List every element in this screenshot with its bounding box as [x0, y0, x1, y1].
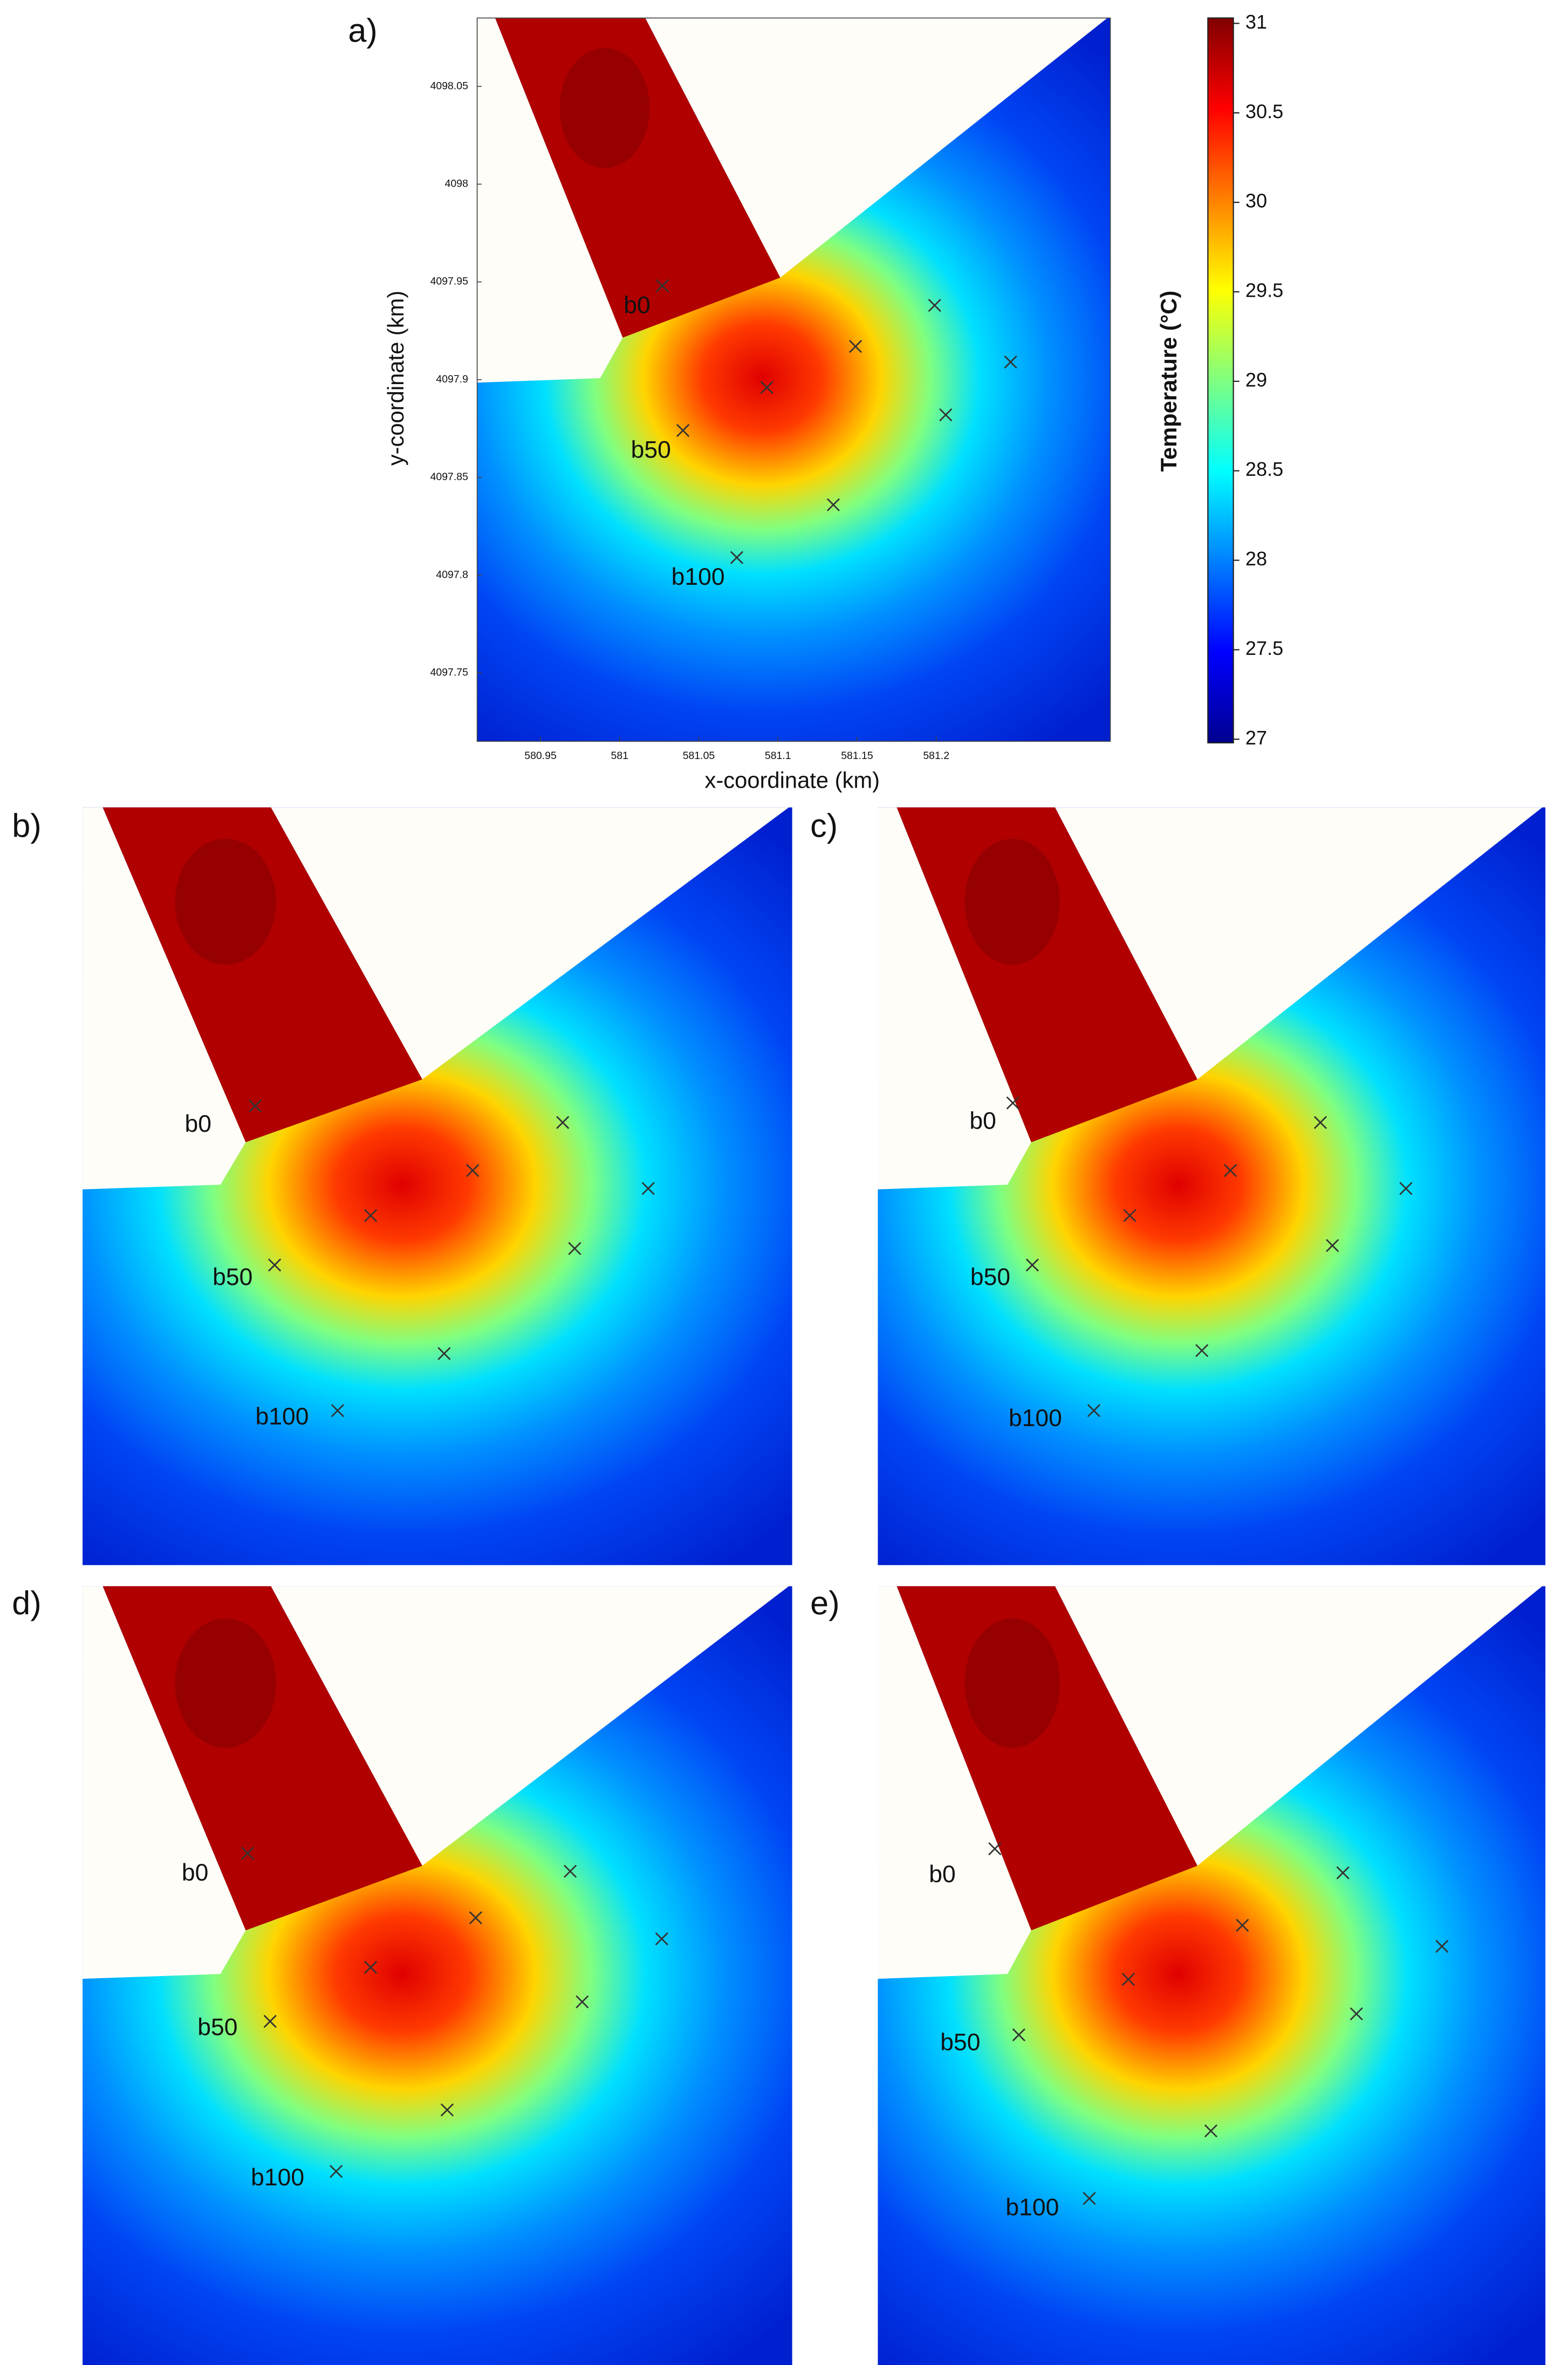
- colorbar-tick-label: 30: [1245, 190, 1267, 212]
- colorbar-tick-label: 28: [1245, 548, 1267, 570]
- y-tick-label: 4097.95: [430, 276, 469, 288]
- colorbar-tick-label: 29: [1245, 368, 1267, 391]
- x-axis-label: x-coordinate (km): [705, 767, 880, 792]
- station-marker: [988, 1842, 1002, 1856]
- station-marker: [1012, 2028, 1025, 2042]
- station-marker: [263, 2014, 277, 2028]
- station-label: b0: [184, 1111, 211, 1137]
- colorbar: [1207, 17, 1234, 744]
- station-label: b0: [929, 1861, 955, 1888]
- station-marker: [1123, 1209, 1136, 1222]
- station-marker: [655, 279, 669, 292]
- station-label: b50: [970, 1264, 1010, 1290]
- colorbar-tick-label: 27.5: [1245, 637, 1283, 659]
- station-marker: [466, 1164, 480, 1177]
- station-marker: [331, 1404, 345, 1417]
- station-marker: [1004, 356, 1017, 369]
- station-label: b100: [256, 1403, 309, 1430]
- station-marker: [248, 1099, 262, 1113]
- colorbar-tick-label: 27: [1245, 727, 1267, 749]
- station-marker: [760, 381, 773, 394]
- station-marker: [576, 1995, 589, 2008]
- station-marker: [1313, 1116, 1327, 1129]
- station-marker: [939, 408, 953, 422]
- station-marker: [268, 1258, 282, 1272]
- station-label: b100: [251, 2164, 304, 2191]
- station-label: b100: [1009, 1405, 1062, 1431]
- station-label: b0: [624, 292, 651, 319]
- station-marker: [440, 2103, 454, 2117]
- station-marker: [563, 1864, 577, 1878]
- station-marker: [641, 1182, 655, 1195]
- colorbar-tick-label: 30.5: [1245, 100, 1283, 122]
- station-marker: [1083, 2192, 1096, 2205]
- station-marker: [241, 1847, 255, 1860]
- station-marker: [1236, 1918, 1249, 1932]
- station-marker: [568, 1242, 581, 1255]
- station-marker: [556, 1116, 570, 1129]
- station-marker: [1204, 2124, 1218, 2138]
- y-tick-label: 4097.85: [430, 471, 469, 483]
- panel-label: b): [12, 808, 41, 844]
- heatmap: [878, 807, 1546, 1566]
- colorbar-label: Temperature (°C): [1156, 291, 1181, 472]
- y-axis-label: y-coordinate (km): [383, 291, 408, 466]
- station-marker: [1336, 1866, 1350, 1879]
- station-marker: [730, 551, 744, 564]
- panel-label: a): [348, 12, 377, 49]
- station-marker: [1121, 1972, 1135, 1986]
- y-tick-label: 4098.05: [430, 80, 469, 92]
- x-tick-label: 581: [611, 750, 628, 762]
- panel-label: d): [12, 1585, 41, 1622]
- station-label: b50: [940, 2029, 980, 2055]
- x-tick-label: 581.05: [683, 750, 715, 762]
- station-marker: [364, 1960, 378, 1974]
- station-marker: [1006, 1096, 1019, 1110]
- station-marker: [676, 423, 690, 438]
- x-tick-label: 581.1: [765, 750, 791, 762]
- station-label: b100: [1005, 2194, 1059, 2220]
- x-tick-label: 581.15: [841, 750, 873, 762]
- station-marker: [330, 2165, 343, 2178]
- station-marker: [1223, 1164, 1237, 1177]
- station-label: b50: [631, 437, 671, 463]
- y-tick-label: 4097.9: [436, 373, 468, 385]
- colorbar-tick-label: 29.5: [1245, 279, 1283, 301]
- station-marker: [1025, 1258, 1039, 1272]
- station-marker: [1195, 1344, 1209, 1357]
- station-label: b50: [197, 2014, 237, 2041]
- heatmap: [878, 1586, 1546, 2365]
- station-label: b0: [182, 1860, 209, 1886]
- station-label: b100: [672, 564, 725, 590]
- y-tick-label: 4098: [445, 178, 468, 190]
- y-tick-label: 4097.8: [436, 569, 468, 580]
- panel-label: e): [810, 1585, 839, 1622]
- station-marker: [437, 1347, 451, 1361]
- station-marker: [1435, 1939, 1449, 1953]
- heatmap: [83, 1586, 792, 2365]
- station-marker: [1350, 2007, 1363, 2021]
- heatmap: [477, 18, 1111, 742]
- x-tick-label: 580.95: [524, 750, 557, 762]
- station-marker: [469, 1911, 482, 1925]
- station-label: b50: [213, 1264, 252, 1290]
- station-marker: [1399, 1182, 1413, 1195]
- station-label: b0: [969, 1108, 996, 1134]
- station-marker: [1326, 1239, 1339, 1252]
- colorbar-tick-label: 31: [1245, 11, 1267, 33]
- station-marker: [848, 340, 862, 353]
- station-marker: [655, 1932, 668, 1946]
- heatmap: [83, 807, 792, 1566]
- x-tick-label: 581.2: [923, 750, 949, 762]
- station-marker: [364, 1209, 378, 1222]
- colorbar-tick-label: 28.5: [1245, 458, 1283, 480]
- y-tick-label: 4097.75: [430, 666, 469, 678]
- station-marker: [1087, 1404, 1101, 1417]
- station-marker: [826, 498, 840, 511]
- panel-label: c): [810, 808, 838, 844]
- station-marker: [928, 298, 941, 312]
